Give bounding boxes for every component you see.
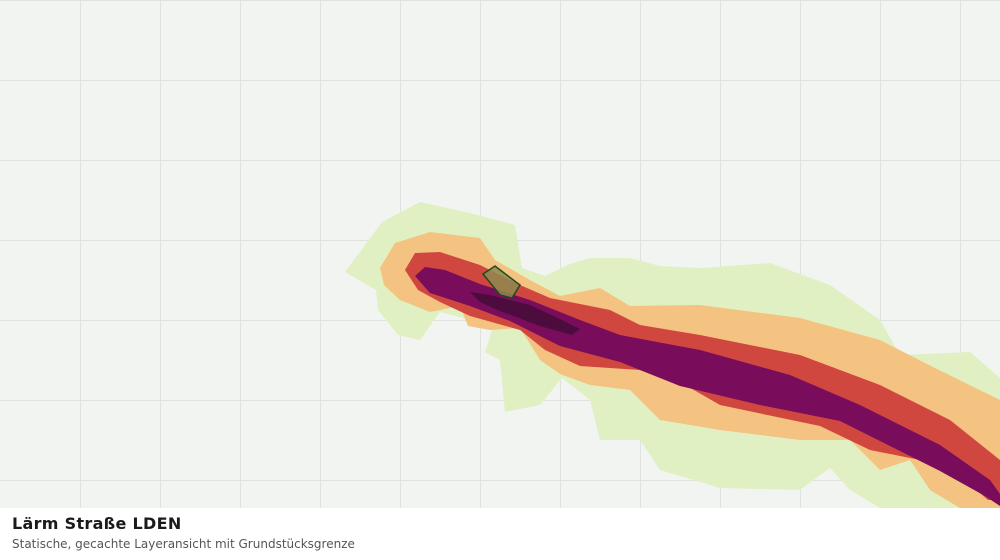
info-panel: Lärm Straße LDEN Statische, gecachte Lay… (0, 508, 1000, 560)
layer-title: Lärm Straße LDEN (12, 514, 182, 533)
map-canvas (0, 0, 1000, 508)
noise-zone-extreme (470, 292, 580, 335)
parcel-boundary (481, 265, 521, 299)
layer-subtitle: Statische, gecachte Layeransicht mit Gru… (12, 537, 355, 551)
